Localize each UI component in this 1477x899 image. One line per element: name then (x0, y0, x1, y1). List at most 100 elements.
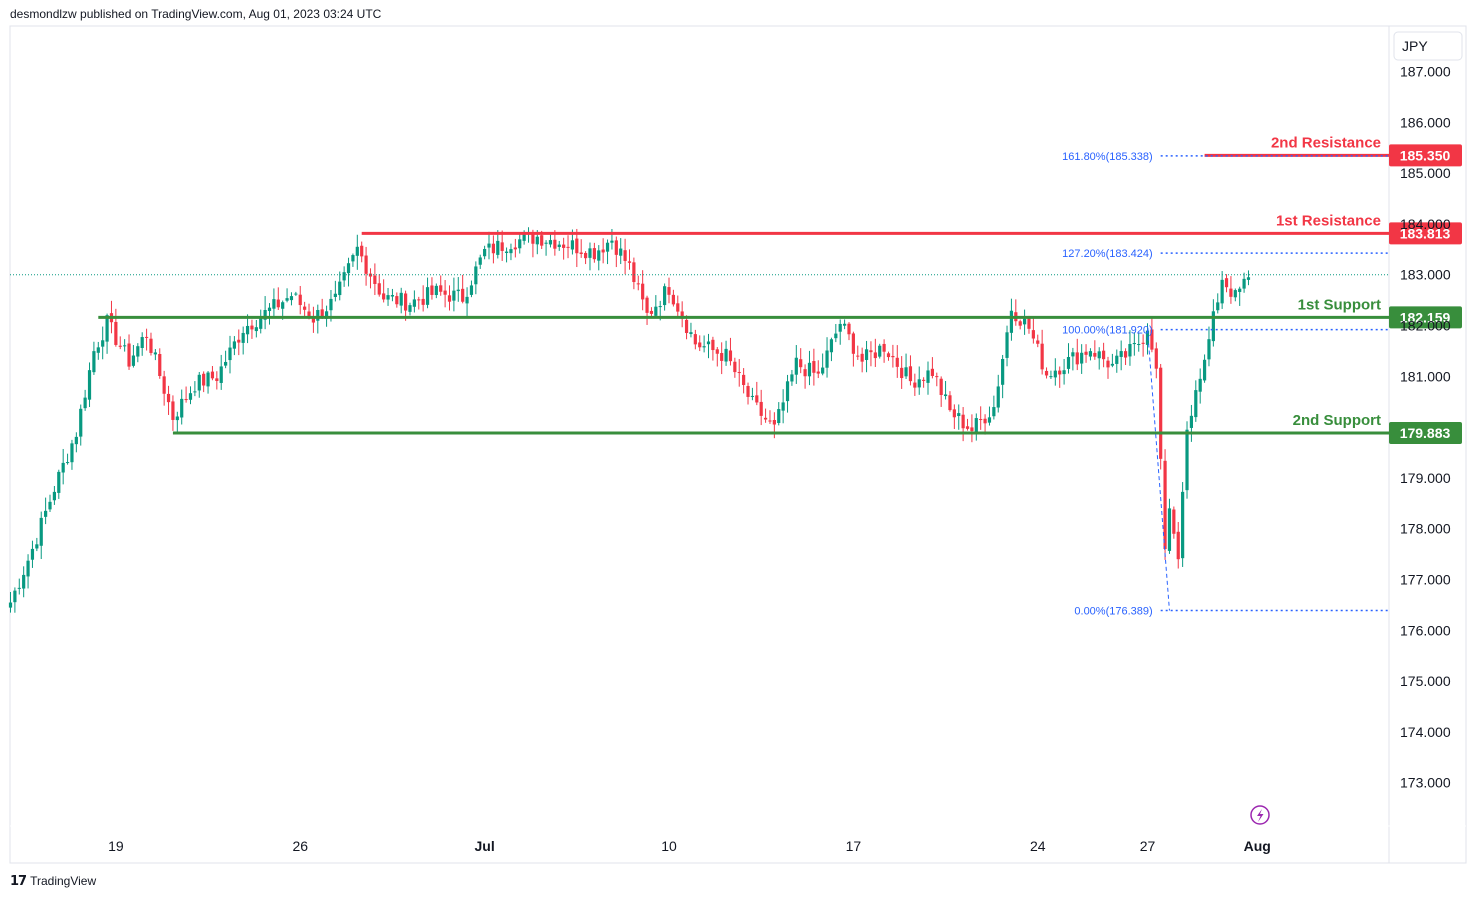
candle-body (224, 361, 228, 366)
currency-button[interactable]: JPY (1393, 31, 1463, 61)
candle-body (87, 370, 92, 400)
candle-body (601, 249, 605, 253)
candle-body (1027, 318, 1031, 329)
currency-label: JPY (1402, 38, 1428, 54)
candle-body (592, 248, 596, 260)
candle-body (342, 272, 346, 281)
level-price-text: 182.159 (1400, 309, 1451, 325)
lightning-icon[interactable] (1250, 805, 1270, 825)
candle-body (636, 283, 640, 285)
price-tick-label: 183.000 (1400, 267, 1451, 283)
candle-body (680, 311, 684, 319)
candle-body (1207, 339, 1211, 360)
candle-body (970, 427, 974, 432)
level-price-tag (1389, 144, 1462, 167)
time-axis[interactable]: 19 26 Jul 10 17 24 27 Aug (108, 838, 1271, 854)
candle-body (614, 240, 618, 255)
candle-body (676, 303, 680, 312)
candle-body (1062, 370, 1066, 375)
candle-body (829, 339, 834, 353)
candle-body (1102, 350, 1106, 360)
candle-body (127, 343, 131, 367)
candle-body (474, 266, 478, 285)
candle-body (188, 393, 193, 400)
candle-body (711, 339, 715, 351)
candle-body (535, 236, 539, 245)
candle-body (404, 293, 408, 311)
candle-body (281, 302, 285, 309)
candle-body (263, 310, 267, 320)
candle-body (382, 293, 386, 300)
level-price-tag (1389, 222, 1462, 245)
candle-body (737, 372, 741, 374)
candle-body (478, 257, 482, 265)
candle-body (294, 293, 298, 295)
candle-body (702, 346, 706, 348)
candle-body (1229, 288, 1233, 297)
candle-body (250, 325, 254, 330)
candle-body (869, 350, 873, 353)
candle-body (1097, 351, 1101, 359)
candle-body (1163, 460, 1167, 550)
candle-body (812, 361, 816, 373)
candle-body (794, 357, 798, 375)
footer-brand: TradingView (30, 874, 97, 888)
candle-body (465, 296, 469, 304)
candle-body (987, 417, 992, 423)
candle-body (821, 367, 825, 374)
price-tick-label: 179.000 (1400, 470, 1451, 486)
footer: 𝟭𝟳 TradingView (10, 873, 96, 889)
candle-body (92, 351, 96, 373)
candle-body (1154, 348, 1158, 369)
candle-body (483, 248, 487, 257)
candle-body (720, 353, 724, 361)
candle-body (1189, 415, 1194, 428)
candle-body (509, 249, 513, 254)
level-name-label: 1st Resistance (1276, 212, 1381, 229)
candle-body (807, 362, 812, 377)
candle-body (131, 355, 136, 366)
candle-body (35, 544, 39, 549)
candle-body (1001, 358, 1005, 385)
level-price-text: 183.813 (1400, 225, 1451, 241)
candle-body (1053, 370, 1057, 378)
candle-body (654, 306, 658, 316)
candle-body (548, 240, 553, 245)
candle-body (623, 250, 627, 261)
price-axis[interactable]: 187.000 186.000 185.000 184.000 183.000 182.0… (1400, 64, 1451, 791)
candle-body (65, 462, 70, 464)
candle-body (1202, 359, 1207, 381)
candle-body (1018, 321, 1022, 326)
candle-body (1242, 278, 1246, 289)
candle-body (1049, 376, 1053, 378)
price-tick-label: 185.000 (1400, 165, 1451, 181)
candle-body (799, 359, 803, 368)
candle-body (566, 246, 570, 248)
candle-body (605, 242, 610, 252)
candle-body (184, 399, 188, 401)
candle-body (307, 311, 311, 318)
candle-body (324, 311, 329, 319)
candle-body (645, 297, 649, 313)
candle-body (1119, 351, 1123, 357)
candle-body (443, 290, 447, 295)
fib-level-label: 100.00%(181.920) (1062, 325, 1153, 337)
candle-body (1220, 279, 1224, 304)
candle-body (74, 436, 78, 445)
candle-body (522, 233, 526, 241)
candle-body (575, 238, 579, 254)
candle-body (904, 367, 908, 377)
candle-body (364, 255, 368, 274)
candle-body (298, 294, 302, 306)
candle-body (61, 462, 65, 473)
candle-body (158, 353, 162, 376)
candle-body (935, 376, 939, 378)
candle-body (1176, 531, 1180, 560)
candle-body (272, 299, 276, 309)
candle-body (1211, 311, 1215, 342)
candle-body (579, 252, 583, 254)
level-price-tag (1389, 422, 1462, 445)
time-tick-label: 24 (1030, 838, 1046, 854)
fib-level-label: 161.80%(185.338) (1062, 151, 1153, 163)
